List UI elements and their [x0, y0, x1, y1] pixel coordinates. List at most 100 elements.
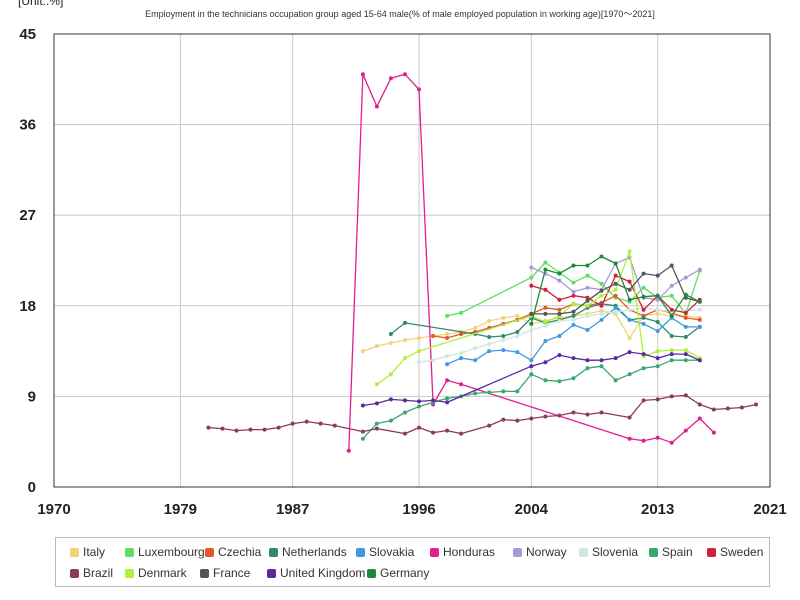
data-point-honduras[interactable]	[655, 435, 660, 440]
data-point-slovenia[interactable]	[627, 307, 632, 312]
data-point-netherlands[interactable]	[515, 330, 520, 334]
data-point-netherlands[interactable]	[683, 335, 688, 339]
data-point-slovakia[interactable]	[641, 321, 646, 326]
data-point-spain[interactable]	[669, 358, 674, 363]
data-point-brazil[interactable]	[318, 421, 323, 426]
data-point-united-kingdom[interactable]	[655, 356, 660, 361]
legend-item-germany[interactable]: Germany	[367, 566, 429, 580]
data-point-norway[interactable]	[529, 265, 534, 270]
data-point-brazil[interactable]	[725, 406, 730, 411]
data-point-spain[interactable]	[388, 418, 393, 423]
data-point-italy[interactable]	[374, 344, 379, 349]
data-point-czechia[interactable]	[431, 334, 436, 338]
data-point-brazil[interactable]	[262, 427, 267, 432]
data-point-czechia[interactable]	[613, 293, 618, 298]
data-point-italy[interactable]	[360, 349, 365, 354]
data-point-italy[interactable]	[403, 338, 407, 342]
data-point-brazil[interactable]	[360, 429, 365, 434]
data-point-luxembourg[interactable]	[543, 260, 548, 265]
data-point-united-kingdom[interactable]	[403, 398, 407, 403]
data-point-honduras[interactable]	[360, 72, 365, 77]
data-point-sweden[interactable]	[585, 295, 590, 300]
legend-item-spain[interactable]: Spain	[649, 545, 693, 559]
data-point-united-kingdom[interactable]	[697, 358, 702, 363]
data-point-slovenia[interactable]	[599, 311, 604, 316]
legend-item-brazil[interactable]: Brazil	[70, 566, 113, 580]
data-point-luxembourg[interactable]	[529, 275, 534, 280]
data-point-slovakia[interactable]	[557, 334, 562, 338]
data-point-brazil[interactable]	[417, 425, 421, 430]
data-point-norway[interactable]	[571, 289, 576, 294]
data-point-netherlands[interactable]	[403, 320, 407, 325]
data-point-netherlands[interactable]	[641, 315, 646, 320]
data-point-france[interactable]	[599, 288, 604, 293]
data-point-italy[interactable]	[473, 325, 478, 330]
data-point-spain[interactable]	[487, 390, 492, 395]
data-point-slovenia[interactable]	[557, 318, 562, 323]
data-point-slovenia[interactable]	[543, 323, 548, 328]
data-point-spain[interactable]	[543, 378, 548, 383]
legend-item-czechia[interactable]: Czechia	[205, 545, 261, 559]
data-point-slovenia[interactable]	[417, 360, 421, 365]
data-point-france[interactable]	[543, 311, 548, 316]
data-point-honduras[interactable]	[697, 416, 702, 421]
data-point-norway[interactable]	[655, 297, 660, 302]
data-point-united-kingdom[interactable]	[627, 350, 632, 355]
data-point-sweden[interactable]	[613, 273, 618, 278]
data-point-netherlands[interactable]	[655, 319, 660, 324]
data-point-germany[interactable]	[557, 271, 562, 276]
data-point-france[interactable]	[627, 287, 632, 292]
data-point-brazil[interactable]	[403, 431, 407, 436]
data-point-honduras[interactable]	[641, 438, 646, 443]
data-point-norway[interactable]	[683, 275, 688, 280]
data-point-slovenia[interactable]	[697, 307, 702, 312]
data-point-slovakia[interactable]	[585, 328, 590, 332]
data-point-spain[interactable]	[501, 389, 506, 394]
data-point-denmark[interactable]	[655, 349, 660, 354]
data-point-slovakia[interactable]	[459, 356, 464, 361]
data-point-united-kingdom[interactable]	[599, 358, 604, 363]
legend-item-slovakia[interactable]: Slovakia	[356, 545, 414, 559]
data-point-denmark[interactable]	[599, 293, 604, 298]
data-point-spain[interactable]	[599, 364, 604, 369]
data-point-slovakia[interactable]	[445, 362, 450, 367]
data-point-czechia[interactable]	[697, 317, 702, 322]
data-point-italy[interactable]	[599, 308, 604, 313]
legend-item-sweden[interactable]: Sweden	[707, 545, 763, 559]
data-point-italy[interactable]	[655, 311, 660, 316]
data-point-spain[interactable]	[655, 364, 660, 369]
data-point-spain[interactable]	[627, 372, 632, 377]
data-point-france[interactable]	[585, 298, 590, 303]
data-point-brazil[interactable]	[697, 402, 702, 407]
data-point-italy[interactable]	[515, 313, 520, 318]
data-point-france[interactable]	[529, 311, 534, 316]
legend-item-slovenia[interactable]: Slovenia	[579, 545, 638, 559]
data-point-spain[interactable]	[529, 372, 534, 377]
data-point-czechia[interactable]	[543, 305, 548, 310]
data-point-spain[interactable]	[403, 410, 407, 415]
data-point-brazil[interactable]	[529, 416, 534, 421]
data-point-slovenia[interactable]	[655, 307, 660, 312]
legend-item-honduras[interactable]: Honduras	[430, 545, 495, 559]
legend-item-united-kingdom[interactable]: United Kingdom	[267, 566, 365, 580]
data-point-norway[interactable]	[669, 283, 674, 288]
data-point-germany[interactable]	[683, 292, 688, 297]
data-point-spain[interactable]	[571, 376, 576, 381]
data-point-spain[interactable]	[360, 436, 365, 441]
data-point-brazil[interactable]	[641, 398, 646, 403]
data-point-germany[interactable]	[655, 293, 660, 298]
data-point-italy[interactable]	[417, 336, 421, 340]
data-point-united-kingdom[interactable]	[557, 353, 562, 358]
data-point-luxembourg[interactable]	[571, 280, 576, 285]
data-point-norway[interactable]	[697, 267, 702, 272]
data-point-denmark[interactable]	[571, 301, 576, 306]
data-point-brazil[interactable]	[431, 430, 436, 435]
data-point-united-kingdom[interactable]	[417, 399, 421, 404]
data-point-norway[interactable]	[557, 278, 562, 283]
data-point-brazil[interactable]	[487, 423, 492, 428]
data-point-italy[interactable]	[501, 315, 506, 320]
data-point-brazil[interactable]	[543, 414, 548, 419]
data-point-brazil[interactable]	[683, 393, 688, 398]
data-point-italy[interactable]	[487, 318, 492, 323]
data-point-brazil[interactable]	[374, 426, 379, 431]
